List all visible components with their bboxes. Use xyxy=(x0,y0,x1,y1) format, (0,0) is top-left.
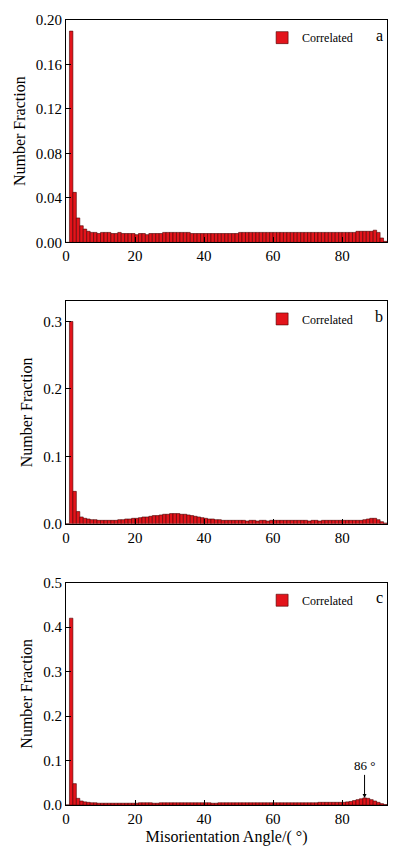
svg-text:Number Fraction: Number Fraction xyxy=(18,639,35,749)
svg-text:40: 40 xyxy=(197,248,212,264)
svg-text:a: a xyxy=(376,27,383,44)
svg-text:0.00: 0.00 xyxy=(36,235,62,251)
svg-text:0.3: 0.3 xyxy=(43,314,62,330)
svg-text:0.16: 0.16 xyxy=(36,57,63,73)
svg-text:80: 80 xyxy=(335,811,350,827)
svg-text:0.04: 0.04 xyxy=(36,190,63,206)
svg-text:0.5: 0.5 xyxy=(43,575,62,591)
svg-text:Misorientation Angle/( °): Misorientation Angle/( °) xyxy=(146,828,308,846)
svg-text:Number Fraction: Number Fraction xyxy=(18,358,35,468)
svg-text:Correlated: Correlated xyxy=(302,594,353,608)
svg-text:0.0: 0.0 xyxy=(43,797,62,813)
svg-text:Correlated: Correlated xyxy=(302,313,353,327)
svg-text:0.3: 0.3 xyxy=(43,664,62,680)
svg-text:60: 60 xyxy=(266,811,281,827)
svg-text:20: 20 xyxy=(128,811,143,827)
svg-text:20: 20 xyxy=(128,248,143,264)
svg-text:0.12: 0.12 xyxy=(36,101,62,117)
svg-text:0.0: 0.0 xyxy=(43,516,62,532)
svg-text:0.20: 0.20 xyxy=(36,12,62,28)
svg-text:80: 80 xyxy=(335,248,350,264)
svg-text:0.2: 0.2 xyxy=(43,708,62,724)
svg-text:0: 0 xyxy=(62,811,70,827)
svg-text:20: 20 xyxy=(128,530,143,546)
svg-text:40: 40 xyxy=(197,530,212,546)
svg-text:0.2: 0.2 xyxy=(43,381,62,397)
svg-text:86 °: 86 ° xyxy=(354,758,375,773)
svg-text:80: 80 xyxy=(335,530,350,546)
svg-text:60: 60 xyxy=(266,530,281,546)
svg-text:Correlated: Correlated xyxy=(302,31,353,45)
svg-text:0.08: 0.08 xyxy=(36,146,62,162)
svg-text:0.1: 0.1 xyxy=(43,449,62,465)
svg-text:0.1: 0.1 xyxy=(43,753,62,769)
svg-text:Number Fraction: Number Fraction xyxy=(11,76,28,186)
svg-text:0: 0 xyxy=(62,248,70,264)
svg-text:b: b xyxy=(375,308,383,325)
svg-text:c: c xyxy=(376,589,383,606)
svg-text:60: 60 xyxy=(266,248,281,264)
svg-text:0: 0 xyxy=(62,530,70,546)
svg-text:40: 40 xyxy=(197,811,212,827)
svg-text:0.4: 0.4 xyxy=(43,619,62,635)
